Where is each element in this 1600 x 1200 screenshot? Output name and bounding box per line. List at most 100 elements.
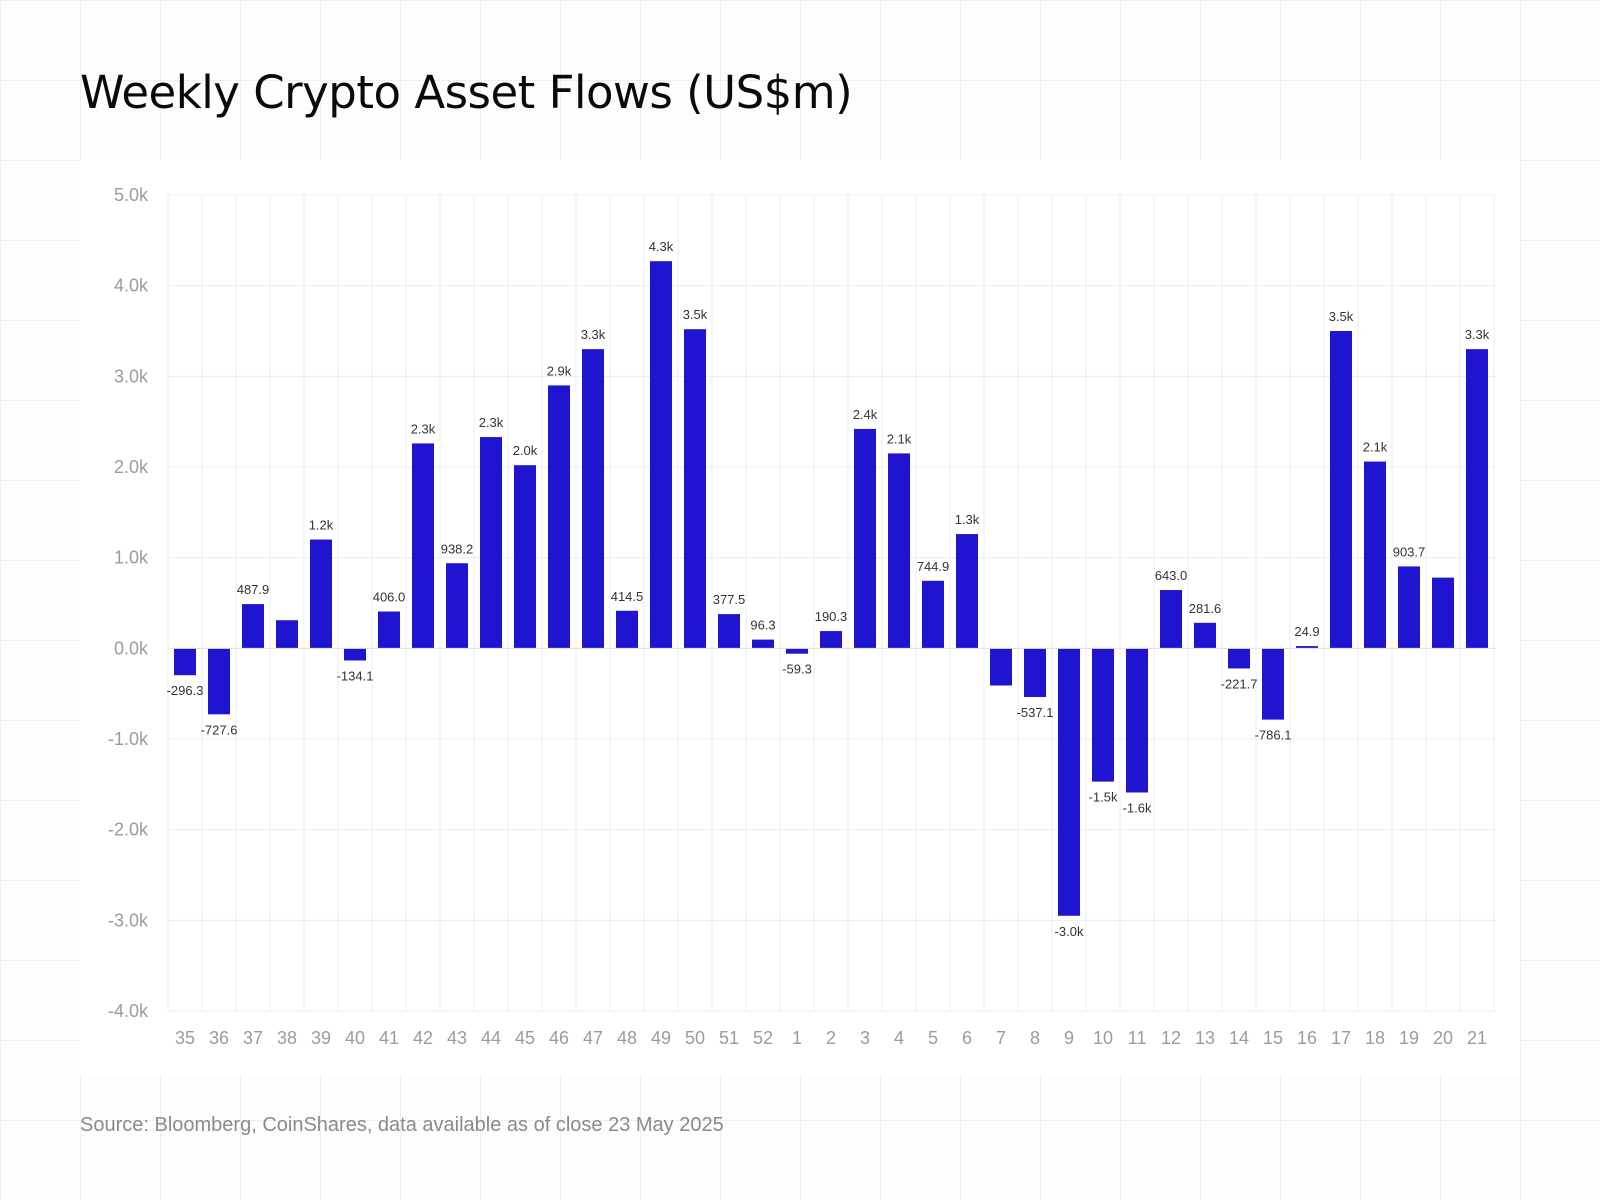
- x-tick-label: 17: [1331, 1028, 1351, 1048]
- x-tick-label: 16: [1297, 1028, 1317, 1048]
- data-label: -537.1: [1017, 705, 1054, 720]
- x-tick-label: 43: [447, 1028, 467, 1048]
- data-label: -1.6k: [1123, 800, 1152, 815]
- data-label: 2.1k: [887, 431, 912, 446]
- bar: [276, 620, 298, 649]
- x-tick-label: 38: [277, 1028, 297, 1048]
- x-tick-label: 48: [617, 1028, 637, 1048]
- bar: [1364, 461, 1386, 649]
- bar: [344, 648, 366, 661]
- bar: [650, 261, 672, 649]
- data-label: 4.3k: [649, 239, 674, 254]
- chart-title: Weekly Crypto Asset Flows (US$m): [80, 66, 853, 119]
- data-label: 414.5: [611, 589, 644, 604]
- y-tick-label: 1.0k: [114, 548, 149, 568]
- data-label: 744.9: [917, 559, 950, 574]
- x-tick-label: 36: [209, 1028, 229, 1048]
- bar: [718, 614, 740, 649]
- bar: [1330, 331, 1352, 649]
- x-tick-label: 20: [1433, 1028, 1453, 1048]
- data-label: 2.0k: [513, 443, 538, 458]
- data-label: -3.0k: [1055, 924, 1084, 939]
- bar: [786, 648, 808, 654]
- bar: [1228, 648, 1250, 669]
- x-tick-label: 21: [1467, 1028, 1487, 1048]
- data-label: 3.5k: [683, 307, 708, 322]
- data-label: 3.5k: [1329, 309, 1354, 324]
- data-label: 96.3: [750, 618, 775, 633]
- x-tick-label: 42: [413, 1028, 433, 1048]
- x-tick-label: 10: [1093, 1028, 1113, 1048]
- bar: [242, 604, 264, 649]
- data-label: 1.2k: [309, 518, 334, 533]
- data-label: -59.3: [782, 662, 812, 677]
- bar: [412, 443, 434, 649]
- data-label: 24.9: [1294, 624, 1319, 639]
- bar: [1160, 590, 1182, 649]
- x-tick-label: 6: [962, 1028, 972, 1048]
- bar: [1024, 648, 1046, 698]
- bar: [1194, 622, 1216, 649]
- bar: [378, 611, 400, 649]
- data-label: 406.0: [373, 590, 406, 605]
- data-label: -1.5k: [1089, 790, 1118, 805]
- x-tick-label: 2: [826, 1028, 836, 1048]
- bar: [174, 648, 196, 676]
- chart-panel: 5.0k 4.0k 3.0k 2.0k 1.0k 0.0k -1.0k -2.0k -3.0k -…: [80, 160, 1520, 1075]
- data-label: 903.7: [1393, 544, 1426, 559]
- bar: [480, 437, 502, 649]
- bar: [514, 465, 536, 649]
- data-label: -134.1: [337, 668, 374, 683]
- x-tick-label: 4: [894, 1028, 904, 1048]
- x-tick-label: 3: [860, 1028, 870, 1048]
- x-tick-label: 18: [1365, 1028, 1385, 1048]
- data-label: 487.9: [237, 582, 270, 597]
- x-tick-label: 37: [243, 1028, 263, 1048]
- bar: [684, 329, 706, 649]
- bar: [446, 563, 468, 649]
- x-tick-label: 50: [685, 1028, 705, 1048]
- y-tick-label: 0.0k: [114, 638, 149, 658]
- x-tick-label: 12: [1161, 1028, 1181, 1048]
- x-tick-label: 14: [1229, 1028, 1249, 1048]
- x-tick-label: 52: [753, 1028, 773, 1048]
- data-label: 938.2: [441, 541, 474, 556]
- bar: [1466, 349, 1488, 649]
- x-tick-label: 47: [583, 1028, 603, 1048]
- bar: [1262, 648, 1284, 720]
- bar: [922, 580, 944, 649]
- bar: [1296, 646, 1318, 649]
- data-label: 190.3: [815, 609, 848, 624]
- data-label: -296.3: [167, 683, 204, 698]
- x-tick-label: 41: [379, 1028, 399, 1048]
- x-tick-label: 1: [792, 1028, 802, 1048]
- y-tick-label: 2.0k: [114, 457, 149, 477]
- bar: [208, 648, 230, 715]
- x-tick-label: 51: [719, 1028, 739, 1048]
- data-label: 281.6: [1189, 601, 1222, 616]
- data-label: 2.9k: [547, 363, 572, 378]
- y-tick-label: 4.0k: [114, 276, 149, 296]
- x-tick-label: 35: [175, 1028, 195, 1048]
- x-tick-label: 5: [928, 1028, 938, 1048]
- data-label: -786.1: [1255, 728, 1292, 743]
- x-tick-label: 45: [515, 1028, 535, 1048]
- y-tick-label: -2.0k: [108, 820, 149, 840]
- data-label: 2.3k: [479, 415, 504, 430]
- bar: [956, 534, 978, 649]
- y-tick-label: 3.0k: [114, 366, 149, 386]
- x-tick-label: 44: [481, 1028, 501, 1048]
- source-note: Source: Bloomberg, CoinShares, data avai…: [80, 1114, 724, 1136]
- x-tick-label: 8: [1030, 1028, 1040, 1048]
- data-label: -727.6: [201, 722, 238, 737]
- x-tick-label: 15: [1263, 1028, 1283, 1048]
- x-tick-label: 49: [651, 1028, 671, 1048]
- data-label: 2.1k: [1363, 440, 1388, 455]
- y-tick-label: -4.0k: [108, 1001, 149, 1021]
- bar: [1432, 577, 1454, 649]
- data-label: -221.7: [1221, 676, 1258, 691]
- x-tick-label: 7: [996, 1028, 1006, 1048]
- x-tick-label: 46: [549, 1028, 569, 1048]
- data-label: 2.4k: [853, 407, 878, 422]
- bar: [1092, 648, 1114, 782]
